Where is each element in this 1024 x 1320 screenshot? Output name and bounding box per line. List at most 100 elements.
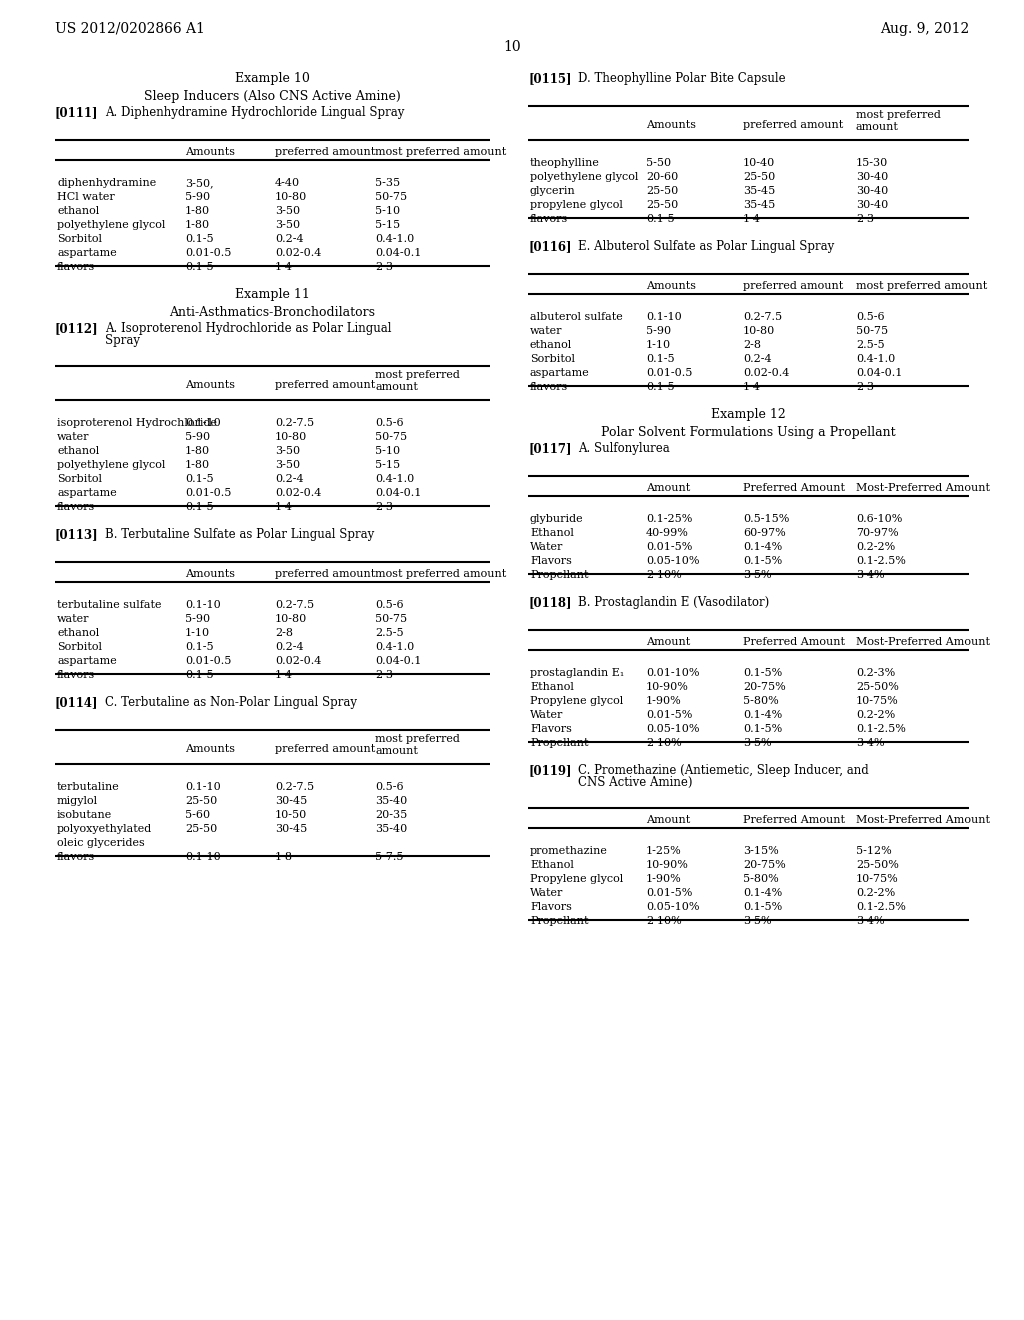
Text: flavors: flavors xyxy=(57,502,95,512)
Text: 3-50: 3-50 xyxy=(275,459,300,470)
Text: C. Promethazine (Antiemetic, Sleep Inducer, and: C. Promethazine (Antiemetic, Sleep Induc… xyxy=(578,764,868,777)
Text: flavors: flavors xyxy=(530,381,568,392)
Text: 25-50: 25-50 xyxy=(646,201,678,210)
Text: 2.5-5: 2.5-5 xyxy=(375,628,403,638)
Text: 0.4-1.0: 0.4-1.0 xyxy=(375,474,415,484)
Text: preferred amount: preferred amount xyxy=(275,569,375,579)
Text: Example 11: Example 11 xyxy=(236,288,310,301)
Text: 25-50: 25-50 xyxy=(646,186,678,195)
Text: 25-50: 25-50 xyxy=(185,824,217,834)
Text: 30-40: 30-40 xyxy=(856,186,888,195)
Text: 3-4%: 3-4% xyxy=(856,738,885,748)
Text: 25-50: 25-50 xyxy=(185,796,217,807)
Text: 15-30: 15-30 xyxy=(856,158,888,168)
Text: 30-40: 30-40 xyxy=(856,172,888,182)
Text: 1-80: 1-80 xyxy=(185,220,210,230)
Text: 1-80: 1-80 xyxy=(185,206,210,216)
Text: Sorbitol: Sorbitol xyxy=(57,642,102,652)
Text: Ethanol: Ethanol xyxy=(530,861,573,870)
Text: flavors: flavors xyxy=(57,261,95,272)
Text: Sleep Inducers (Also CNS Active Amine): Sleep Inducers (Also CNS Active Amine) xyxy=(144,90,400,103)
Text: 50-75: 50-75 xyxy=(375,432,408,442)
Text: amount: amount xyxy=(856,121,899,132)
Text: 5-90: 5-90 xyxy=(185,432,210,442)
Text: 2-8: 2-8 xyxy=(743,341,761,350)
Text: 10-80: 10-80 xyxy=(743,326,775,337)
Text: 10-75%: 10-75% xyxy=(856,696,899,706)
Text: Flavors: Flavors xyxy=(530,902,571,912)
Text: flavors: flavors xyxy=(57,851,95,862)
Text: 0.01-10%: 0.01-10% xyxy=(646,668,699,678)
Text: 0.1-5: 0.1-5 xyxy=(185,261,214,272)
Text: glycerin: glycerin xyxy=(530,186,575,195)
Text: promethazine: promethazine xyxy=(530,846,608,855)
Text: 0.1-5: 0.1-5 xyxy=(185,474,214,484)
Text: 0.2-4: 0.2-4 xyxy=(275,474,304,484)
Text: 0.01-5%: 0.01-5% xyxy=(646,710,692,719)
Text: water: water xyxy=(57,432,89,442)
Text: polyethylene glycol: polyethylene glycol xyxy=(57,459,165,470)
Text: 1-80: 1-80 xyxy=(185,459,210,470)
Text: 3-5%: 3-5% xyxy=(743,738,772,748)
Text: 35-40: 35-40 xyxy=(375,796,408,807)
Text: Propellant: Propellant xyxy=(530,738,589,748)
Text: 0.1-4%: 0.1-4% xyxy=(743,710,782,719)
Text: 0.1-4%: 0.1-4% xyxy=(743,543,782,552)
Text: 1-80: 1-80 xyxy=(185,446,210,455)
Text: Amounts: Amounts xyxy=(185,569,234,579)
Text: 1-8: 1-8 xyxy=(275,851,293,862)
Text: HCl water: HCl water xyxy=(57,191,115,202)
Text: 0.1-5: 0.1-5 xyxy=(185,671,214,680)
Text: flavors: flavors xyxy=(57,671,95,680)
Text: B. Prostaglandin E (Vasodilator): B. Prostaglandin E (Vasodilator) xyxy=(578,597,769,609)
Text: aspartame: aspartame xyxy=(57,488,117,498)
Text: 0.01-0.5: 0.01-0.5 xyxy=(646,368,692,378)
Text: 4-40: 4-40 xyxy=(275,178,300,187)
Text: 0.2-2%: 0.2-2% xyxy=(856,543,895,552)
Text: 0.01-0.5: 0.01-0.5 xyxy=(185,656,231,667)
Text: most preferred amount: most preferred amount xyxy=(375,148,506,157)
Text: D. Theophylline Polar Bite Capsule: D. Theophylline Polar Bite Capsule xyxy=(578,73,785,84)
Text: Example 10: Example 10 xyxy=(236,73,310,84)
Text: B. Terbutaline Sulfate as Polar Lingual Spray: B. Terbutaline Sulfate as Polar Lingual … xyxy=(105,528,374,541)
Text: 10-80: 10-80 xyxy=(275,432,307,442)
Text: 5-10: 5-10 xyxy=(375,446,400,455)
Text: 0.01-0.5: 0.01-0.5 xyxy=(185,248,231,257)
Text: 10-80: 10-80 xyxy=(275,191,307,202)
Text: 2-10%: 2-10% xyxy=(646,916,682,927)
Text: 50-75: 50-75 xyxy=(375,614,408,624)
Text: Example 12: Example 12 xyxy=(711,408,785,421)
Text: Sorbitol: Sorbitol xyxy=(530,354,575,364)
Text: 3-4%: 3-4% xyxy=(856,916,885,927)
Text: 2-8: 2-8 xyxy=(275,628,293,638)
Text: 0.02-0.4: 0.02-0.4 xyxy=(275,248,322,257)
Text: Amount: Amount xyxy=(646,638,690,647)
Text: 0.2-2%: 0.2-2% xyxy=(856,888,895,898)
Text: [0116]: [0116] xyxy=(528,240,571,253)
Text: 0.1-5%: 0.1-5% xyxy=(743,723,782,734)
Text: 2.5-5: 2.5-5 xyxy=(856,341,885,350)
Text: 0.1-10: 0.1-10 xyxy=(185,781,221,792)
Text: Sorbitol: Sorbitol xyxy=(57,234,102,244)
Text: [0118]: [0118] xyxy=(528,597,571,609)
Text: 0.5-15%: 0.5-15% xyxy=(743,513,790,524)
Text: Propylene glycol: Propylene glycol xyxy=(530,696,624,706)
Text: Amounts: Amounts xyxy=(646,281,696,292)
Text: 0.4-1.0: 0.4-1.0 xyxy=(856,354,895,364)
Text: Most-Preferred Amount: Most-Preferred Amount xyxy=(856,816,990,825)
Text: Preferred Amount: Preferred Amount xyxy=(743,483,845,494)
Text: Flavors: Flavors xyxy=(530,556,571,566)
Text: 25-50%: 25-50% xyxy=(856,861,899,870)
Text: 0.1-2.5%: 0.1-2.5% xyxy=(856,723,906,734)
Text: 1-25%: 1-25% xyxy=(646,846,682,855)
Text: Amounts: Amounts xyxy=(646,120,696,131)
Text: terbutaline sulfate: terbutaline sulfate xyxy=(57,601,162,610)
Text: 0.2-3%: 0.2-3% xyxy=(856,668,895,678)
Text: 50-75: 50-75 xyxy=(375,191,408,202)
Text: ethanol: ethanol xyxy=(57,206,99,216)
Text: Aug. 9, 2012: Aug. 9, 2012 xyxy=(880,22,969,36)
Text: Ethanol: Ethanol xyxy=(530,682,573,692)
Text: 3-50: 3-50 xyxy=(275,446,300,455)
Text: 25-50%: 25-50% xyxy=(856,682,899,692)
Text: 0.1-5: 0.1-5 xyxy=(185,234,214,244)
